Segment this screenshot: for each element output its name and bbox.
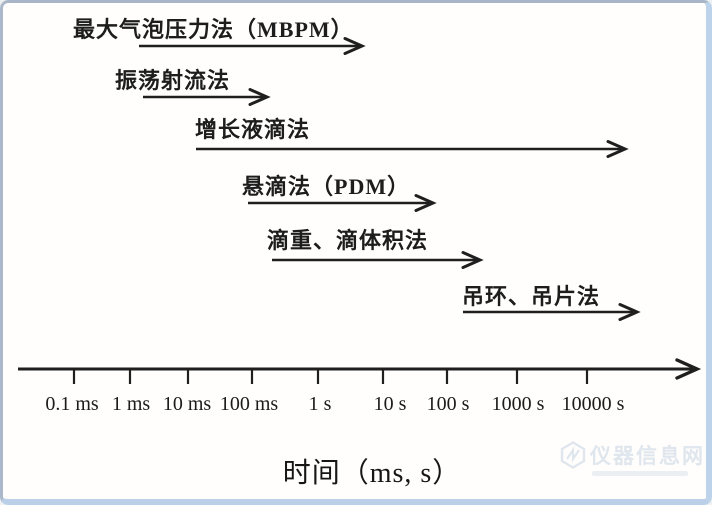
axis-tick-label: 10000 s xyxy=(561,393,625,415)
axis-tick-label: 100 ms xyxy=(219,393,279,415)
axis-tick-label: 1 ms xyxy=(111,393,151,415)
axis-tick-label: 10 s xyxy=(373,393,407,415)
method-arrow-head xyxy=(343,37,366,55)
method-label-ring-plate: 吊环、吊片法 xyxy=(462,284,601,309)
method-arrow-head xyxy=(414,194,437,212)
axis-title: 时间（ms, s） xyxy=(282,458,462,489)
method-label-pendant-drop: 悬滴法（PDM） xyxy=(242,174,411,199)
time-axis-line-head xyxy=(675,358,702,380)
axis-tick-label: 10 ms xyxy=(162,393,212,415)
method-arrow-head xyxy=(606,140,629,158)
method-arrow-head xyxy=(248,88,271,106)
method-label-drop-weight: 滴重、滴体积法 xyxy=(267,228,429,253)
method-label-mbpm: 最大气泡压力法（MBPM） xyxy=(73,17,354,42)
axis-tick-label: 1 s xyxy=(308,393,332,415)
axis-tick-label: 0.1 ms xyxy=(45,393,99,415)
method-arrow-head xyxy=(618,303,641,321)
axis-tick-label: 1000 s xyxy=(491,393,545,415)
axis-tick-label: 100 s xyxy=(426,393,470,415)
method-label-oscillating-jet: 振荡射流法 xyxy=(115,68,231,93)
method-arrow-head xyxy=(461,251,484,269)
method-label-growing-drop: 增长液滴法 xyxy=(195,117,311,142)
